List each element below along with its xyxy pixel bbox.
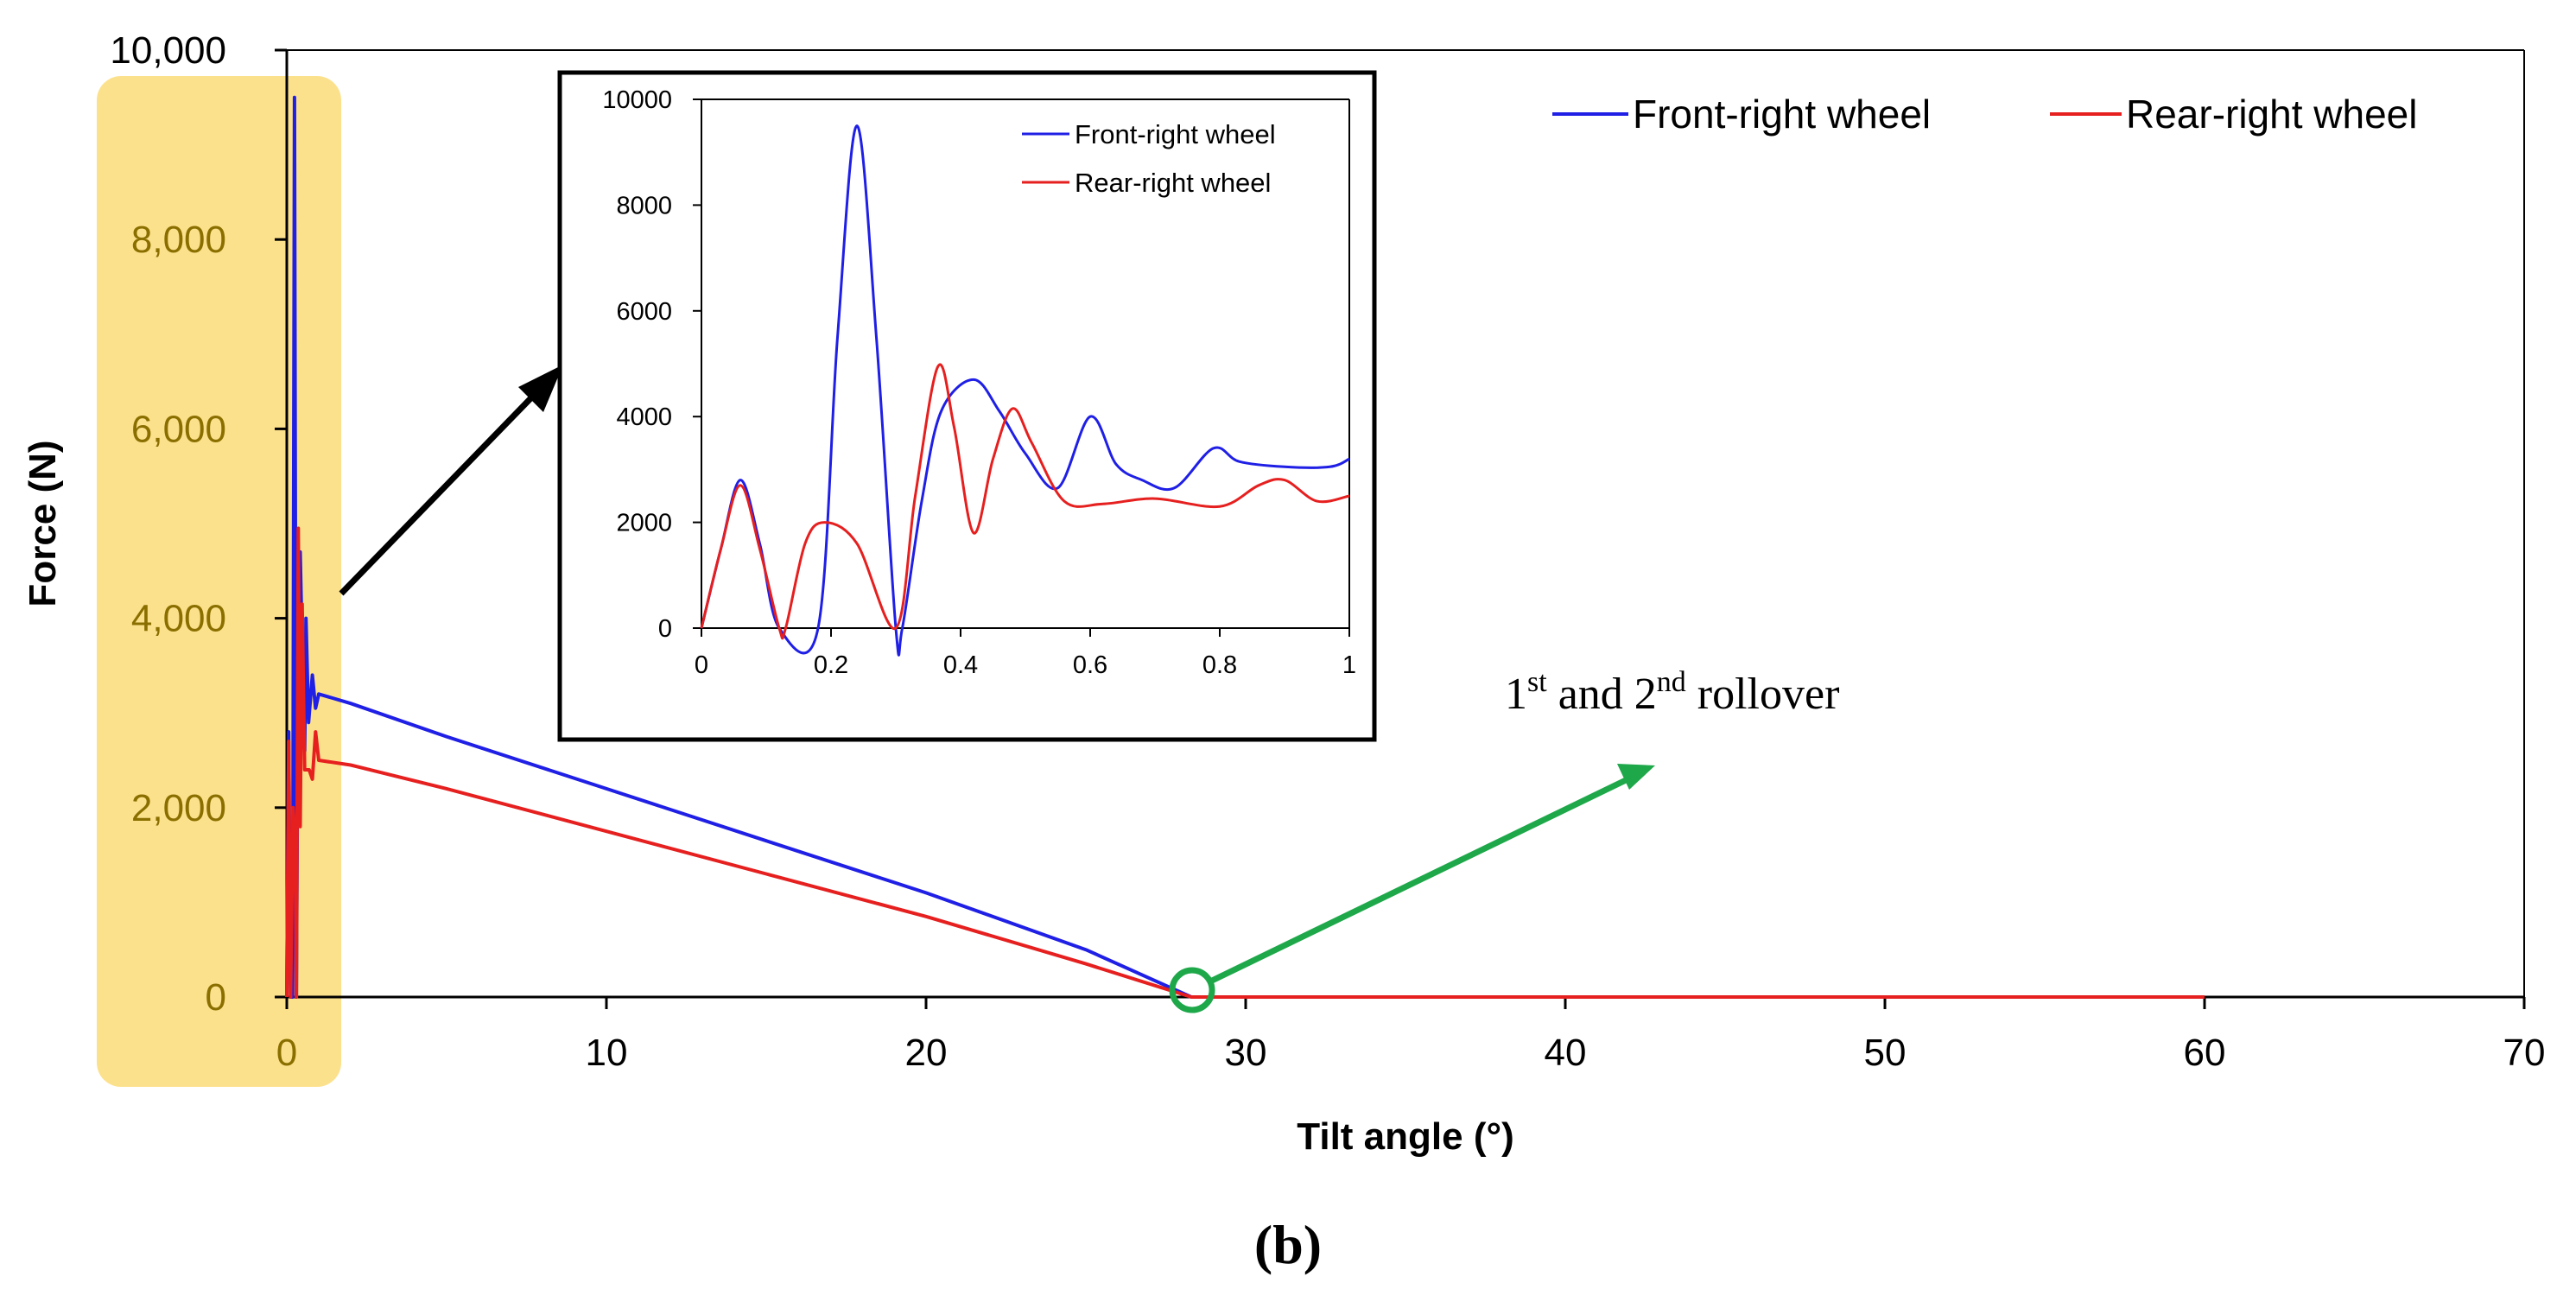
inset-series-line-front-right [700, 124, 1350, 657]
inset-ticks [693, 98, 1350, 637]
main-x-tick-label: 0 [276, 1032, 297, 1074]
inset-y-tick-label: 10000 [602, 86, 672, 114]
main-series-line-rear-right [285, 526, 2205, 999]
main-x-tick-label: 60 [2184, 1032, 2226, 1074]
main-y-tick-label: 6,000 [131, 408, 226, 450]
main-y-tick-label: 8,000 [131, 219, 226, 261]
inset-y-tick-label: 6000 [616, 298, 672, 326]
inset-x-tick-label: 0 [695, 651, 708, 679]
inset-series [700, 124, 1350, 657]
inset-x-tick-label: 0.8 [1202, 651, 1237, 679]
main-legend: Front-right wheel Rear-right wheel [1552, 92, 2417, 137]
inset-y-tick-label: 2000 [616, 510, 672, 537]
inset-legend: Front-right wheel Rear-right wheel [1022, 119, 1276, 198]
rollover-arrow-shaft [1210, 777, 1627, 984]
main-y-axis-label: Force (N) [22, 440, 64, 607]
inset-y-tick-label: 0 [658, 615, 672, 643]
rollover-annotation: 1st and 2nd rollover [1169, 666, 1839, 1013]
legend-front-label: Front-right wheel [1633, 92, 1931, 137]
highlight-region [97, 76, 341, 1087]
rollover-arrowhead [1617, 764, 1655, 790]
inset-tick-labels: 0 0.2 0.4 0.6 0.8 1 0 2000 4000 6000 8000 10000 [602, 86, 1356, 679]
inset-x-tick-label: 1 [1342, 651, 1356, 679]
inset-series-line-rear-right [700, 363, 1350, 640]
inset-y-tick-label: 4000 [616, 403, 672, 431]
rollover-marker [1169, 967, 1215, 1013]
panel-label: (b) [1254, 1214, 1322, 1275]
main-x-tick-label: 10 [586, 1032, 628, 1074]
inset-x-tick-label: 0.2 [814, 651, 848, 679]
inset-y-tick-label: 8000 [616, 192, 672, 219]
main-x-tick-label: 40 [1545, 1032, 1587, 1074]
main-tick-labels: 0 10 20 30 40 50 60 7002,0004,0006,0008,00010,0… [110, 29, 2545, 1074]
main-x-tick-label: 30 [1225, 1032, 1267, 1074]
main-x-tick-label: 20 [905, 1032, 948, 1074]
inset-legend-rear-label: Rear-right wheel [1075, 168, 1271, 198]
main-x-tick-label: 70 [2503, 1032, 2546, 1074]
rollover-label: 1st and 2nd rollover [1505, 666, 1839, 719]
main-x-tick-label: 50 [1864, 1032, 1907, 1074]
inset-x-tick-label: 0.4 [943, 651, 978, 679]
main-y-tick-label: 2,000 [131, 787, 226, 829]
main-x-axis-label: Tilt angle (°) [1297, 1115, 1513, 1158]
main-series [285, 95, 2205, 999]
legend-rear-label: Rear-right wheel [2126, 92, 2417, 137]
inset-legend-front-label: Front-right wheel [1075, 119, 1276, 149]
inset-pointer-arrow [339, 365, 563, 596]
inset-x-tick-label: 0.6 [1073, 651, 1107, 679]
main-y-tick-label: 4,000 [131, 598, 226, 640]
main-y-tick-label: 0 [206, 976, 226, 1019]
main-series-line-front-right [285, 95, 2205, 999]
main-ticks [275, 48, 2526, 1009]
main-y-tick-label: 10,000 [110, 29, 226, 72]
